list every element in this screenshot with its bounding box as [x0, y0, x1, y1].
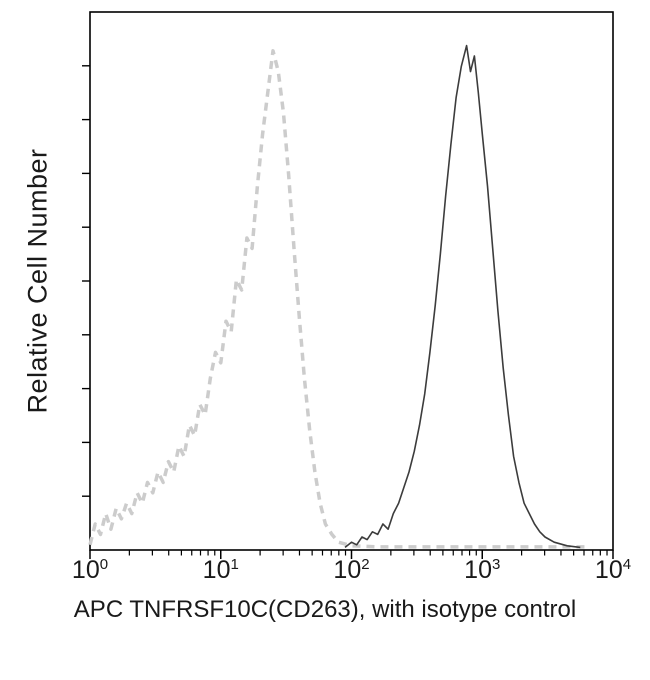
x-tick-label-1e3: 103 [464, 556, 501, 584]
x-tick-label-1e2: 102 [333, 556, 370, 584]
y-axis-title: Relative Cell Number [22, 148, 53, 414]
x-tick-label-1e0: 100 [71, 556, 109, 584]
isotype-control-curve [88, 49, 587, 549]
plot-frame [89, 11, 614, 551]
apc-tnfrsf10c-cd263--curve [344, 44, 581, 549]
x-tick-label-1e4: 104 [594, 556, 632, 584]
x-axis-title: APC TNFRSF10C(CD263), with isotype contr… [73, 596, 577, 623]
x-tick-label-1e1: 101 [202, 556, 239, 584]
